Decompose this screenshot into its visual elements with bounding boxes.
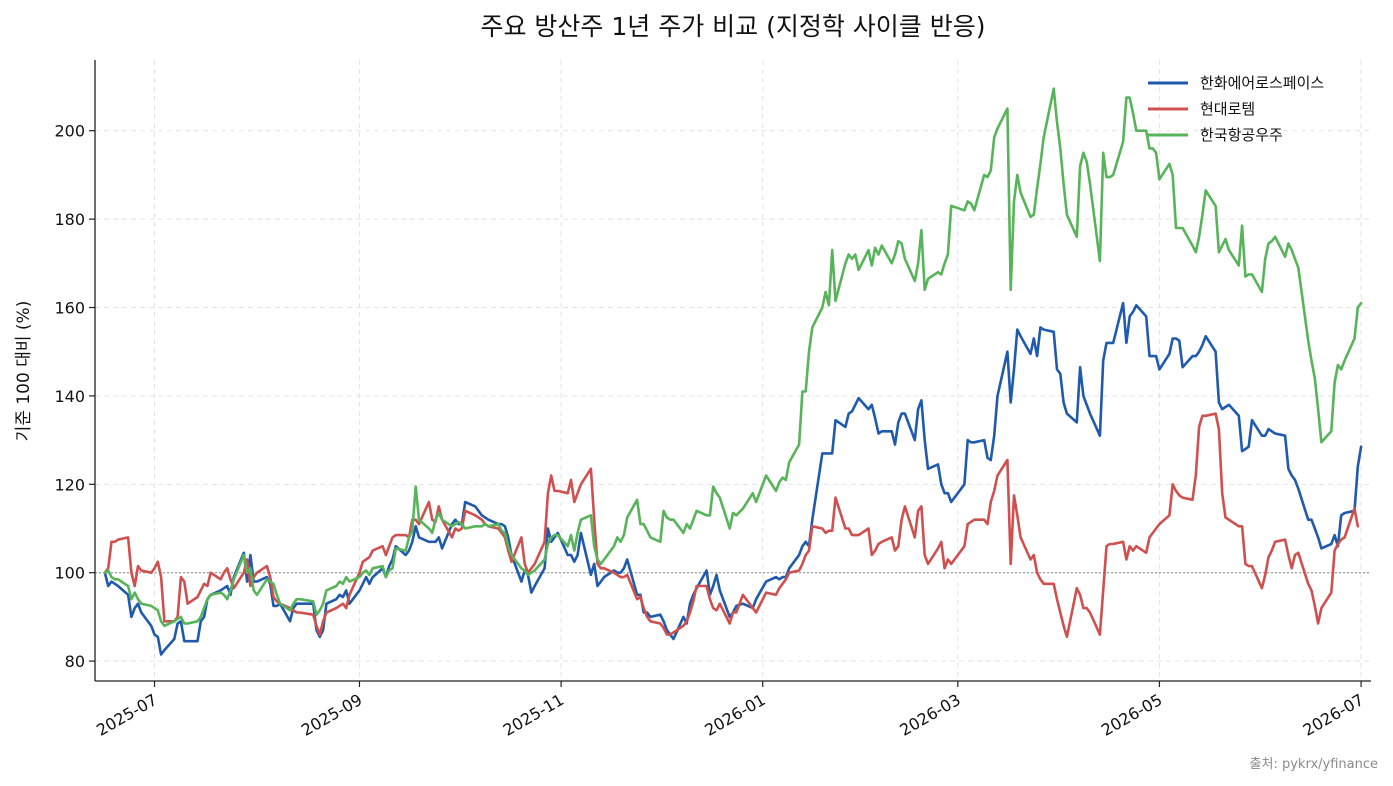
x-ticks: 2025-07 2025-09 2025-11 2026-01 2026-03 2026-…: [93, 681, 1367, 740]
series-line-2: [103, 412, 1360, 639]
axes: [94, 60, 1371, 682]
x-tick-label: 2026-03: [896, 690, 963, 740]
gridlines: [95, 60, 1371, 681]
x-tick-label: 2026-07: [1300, 690, 1367, 740]
x-tick-label: 2025-09: [298, 690, 365, 740]
y-tick-label: 100: [54, 564, 85, 583]
legend-label: 한화에어로스페이스: [1200, 74, 1324, 92]
x-tick-label: 2026-05: [1098, 690, 1165, 740]
series-lines: [103, 87, 1363, 656]
series-line-3: [103, 87, 1363, 628]
legend-label: 현대로템: [1200, 100, 1255, 118]
y-axis-label: 기준 100 대비 (%): [14, 301, 34, 442]
y-ticks: 80 100 120 140 160 180 200: [54, 122, 95, 671]
x-tick-label: 2026-01: [701, 690, 768, 740]
chart-title: 주요 방산주 1년 주가 비교 (지정학 사이클 반응): [480, 12, 985, 41]
y-tick-label: 80: [65, 652, 85, 671]
y-tick-label: 120: [54, 475, 85, 494]
legend-label: 한국항공우주: [1200, 126, 1283, 144]
y-tick-label: 140: [54, 387, 85, 406]
y-tick-label: 160: [54, 299, 85, 318]
source-note: 출처: pykrx/yfinance: [1250, 757, 1378, 772]
y-tick-label: 200: [54, 122, 85, 141]
x-tick-label: 2025-07: [93, 690, 160, 740]
y-tick-label: 180: [54, 210, 85, 229]
x-tick-label: 2025-11: [500, 690, 567, 740]
